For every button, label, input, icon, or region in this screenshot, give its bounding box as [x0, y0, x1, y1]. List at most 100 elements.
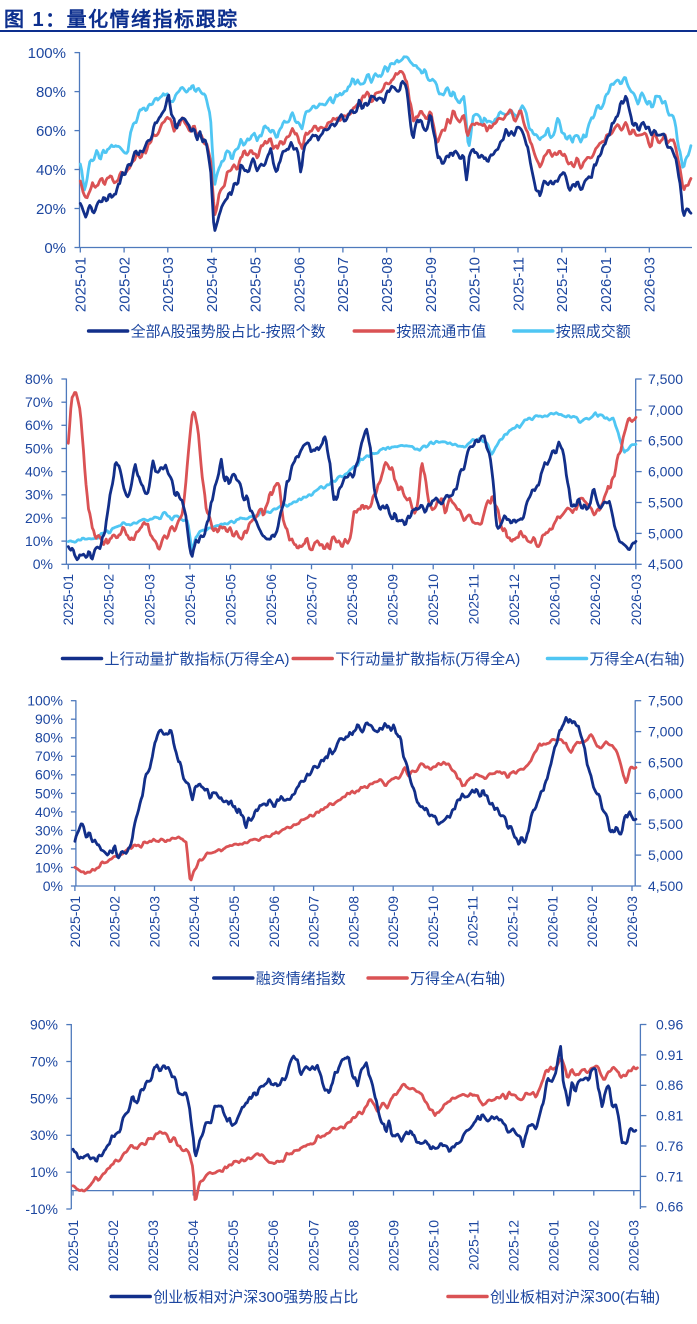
svg-text:2025-09: 2025-09 — [385, 896, 401, 948]
svg-text:0.66: 0.66 — [656, 1199, 683, 1215]
svg-text:2026-02: 2026-02 — [584, 896, 600, 948]
svg-text:100%: 100% — [27, 693, 63, 709]
svg-text:2025-12: 2025-12 — [506, 574, 522, 626]
svg-text:2026-03: 2026-03 — [628, 574, 644, 626]
svg-text:5,500: 5,500 — [648, 816, 683, 832]
svg-text:2026-03: 2026-03 — [624, 896, 640, 948]
svg-text:20%: 20% — [25, 510, 53, 526]
svg-text:5,500: 5,500 — [648, 494, 683, 510]
svg-text:2025-01: 2025-01 — [65, 1220, 81, 1272]
svg-text:2025-06: 2025-06 — [263, 574, 279, 626]
svg-text:2025-04: 2025-04 — [204, 257, 221, 312]
svg-text:2026-01: 2026-01 — [547, 574, 563, 626]
svg-text:创业板相对沪深300(右轴): 创业板相对沪深300(右轴) — [490, 1288, 660, 1306]
svg-text:万得全A(右轴): 万得全A(右轴) — [590, 650, 685, 668]
svg-text:2025-03: 2025-03 — [160, 257, 177, 312]
svg-text:40%: 40% — [36, 162, 66, 179]
svg-text:2026-02: 2026-02 — [587, 574, 603, 626]
svg-text:2025-01: 2025-01 — [60, 574, 76, 626]
svg-text:2025-11: 2025-11 — [466, 574, 482, 625]
svg-text:0.96: 0.96 — [656, 1016, 683, 1032]
svg-text:2025-04: 2025-04 — [182, 574, 198, 626]
svg-text:90%: 90% — [35, 711, 63, 727]
svg-text:2025-08: 2025-08 — [345, 896, 361, 948]
svg-text:20%: 20% — [36, 201, 66, 218]
svg-text:2025-06: 2025-06 — [291, 257, 308, 312]
svg-text:2025-09: 2025-09 — [385, 574, 401, 626]
svg-text:2026-03: 2026-03 — [626, 1220, 642, 1272]
svg-text:2025-05: 2025-05 — [248, 257, 265, 312]
svg-text:全部A股强势股占比-按照个数: 全部A股强势股占比-按照个数 — [131, 323, 326, 341]
svg-text:2025-01: 2025-01 — [73, 257, 90, 312]
svg-text:40%: 40% — [25, 464, 53, 480]
svg-text:2026-03: 2026-03 — [642, 257, 659, 312]
svg-text:2025-08: 2025-08 — [345, 1220, 361, 1272]
svg-text:2025-03: 2025-03 — [146, 896, 162, 948]
svg-text:2025-09: 2025-09 — [385, 1220, 401, 1272]
svg-text:2025-08: 2025-08 — [344, 574, 360, 626]
svg-text:2025-02: 2025-02 — [105, 1220, 121, 1272]
svg-text:2025-08: 2025-08 — [379, 257, 396, 312]
svg-text:按照流通市值: 按照流通市值 — [396, 324, 486, 341]
svg-text:2025-02: 2025-02 — [101, 574, 117, 626]
svg-text:60%: 60% — [36, 123, 66, 140]
svg-text:40%: 40% — [35, 804, 63, 820]
svg-text:融资情绪指数: 融资情绪指数 — [256, 971, 346, 988]
svg-text:70%: 70% — [35, 748, 63, 764]
svg-text:5,000: 5,000 — [648, 847, 683, 863]
svg-text:2025-04: 2025-04 — [185, 1220, 201, 1272]
svg-text:7,000: 7,000 — [648, 402, 683, 418]
svg-text:2025-02: 2025-02 — [116, 257, 133, 312]
svg-text:2025-04: 2025-04 — [186, 896, 202, 948]
svg-text:2025-11: 2025-11 — [465, 896, 481, 947]
svg-text:6,000: 6,000 — [648, 464, 683, 480]
svg-text:30%: 30% — [35, 822, 63, 838]
svg-text:2025-07: 2025-07 — [303, 574, 319, 626]
svg-text:创业板相对沪深300强势股占比: 创业板相对沪深300强势股占比 — [153, 1288, 358, 1306]
svg-text:6,500: 6,500 — [648, 754, 683, 770]
svg-text:6,500: 6,500 — [648, 433, 683, 449]
svg-text:上行动量扩散指标(万得全A): 上行动量扩散指标(万得全A) — [105, 650, 290, 668]
svg-text:2025-05: 2025-05 — [222, 574, 238, 626]
svg-text:10%: 10% — [30, 1164, 58, 1180]
svg-text:2025-10: 2025-10 — [425, 1220, 441, 1272]
svg-text:10%: 10% — [25, 533, 53, 549]
svg-text:2025-11: 2025-11 — [466, 1220, 482, 1271]
svg-text:2025-07: 2025-07 — [306, 896, 322, 948]
svg-text:50%: 50% — [30, 1090, 58, 1106]
svg-text:60%: 60% — [25, 417, 53, 433]
svg-text:80%: 80% — [36, 84, 66, 101]
svg-text:70%: 70% — [30, 1053, 58, 1069]
svg-text:0%: 0% — [33, 556, 53, 572]
svg-text:80%: 80% — [35, 730, 63, 746]
svg-text:万得全A(右轴): 万得全A(右轴) — [410, 970, 505, 988]
svg-text:0.76: 0.76 — [656, 1138, 683, 1154]
svg-text:2025-03: 2025-03 — [141, 574, 157, 626]
svg-text:2025-12: 2025-12 — [504, 896, 520, 948]
svg-text:4,500: 4,500 — [648, 878, 683, 894]
svg-text:6,000: 6,000 — [648, 785, 683, 801]
svg-text:2025-10: 2025-10 — [425, 574, 441, 626]
svg-text:5,000: 5,000 — [648, 525, 683, 541]
svg-text:4,500: 4,500 — [648, 556, 683, 572]
svg-text:50%: 50% — [35, 785, 63, 801]
svg-text:2025-01: 2025-01 — [67, 896, 83, 948]
svg-text:0.86: 0.86 — [656, 1077, 683, 1093]
svg-text:80%: 80% — [25, 371, 53, 387]
svg-text:2025-12: 2025-12 — [506, 1220, 522, 1272]
svg-text:2025-07: 2025-07 — [305, 1220, 321, 1272]
svg-text:0%: 0% — [43, 878, 63, 894]
svg-text:2025-05: 2025-05 — [225, 1220, 241, 1272]
svg-text:2026-01: 2026-01 — [544, 896, 560, 948]
svg-text:2025-06: 2025-06 — [266, 896, 282, 948]
svg-text:下行动量扩散指标(万得全A): 下行动量扩散指标(万得全A) — [335, 650, 520, 668]
svg-text:0.71: 0.71 — [656, 1168, 683, 1184]
svg-text:0.81: 0.81 — [656, 1108, 683, 1124]
svg-text:2025-07: 2025-07 — [335, 257, 352, 312]
svg-text:2026-01: 2026-01 — [546, 1220, 562, 1272]
svg-text:10%: 10% — [35, 859, 63, 875]
svg-text:30%: 30% — [30, 1127, 58, 1143]
svg-text:2025-11: 2025-11 — [510, 257, 527, 311]
svg-text:2026-01: 2026-01 — [598, 257, 615, 312]
svg-text:-10%: -10% — [25, 1201, 58, 1217]
